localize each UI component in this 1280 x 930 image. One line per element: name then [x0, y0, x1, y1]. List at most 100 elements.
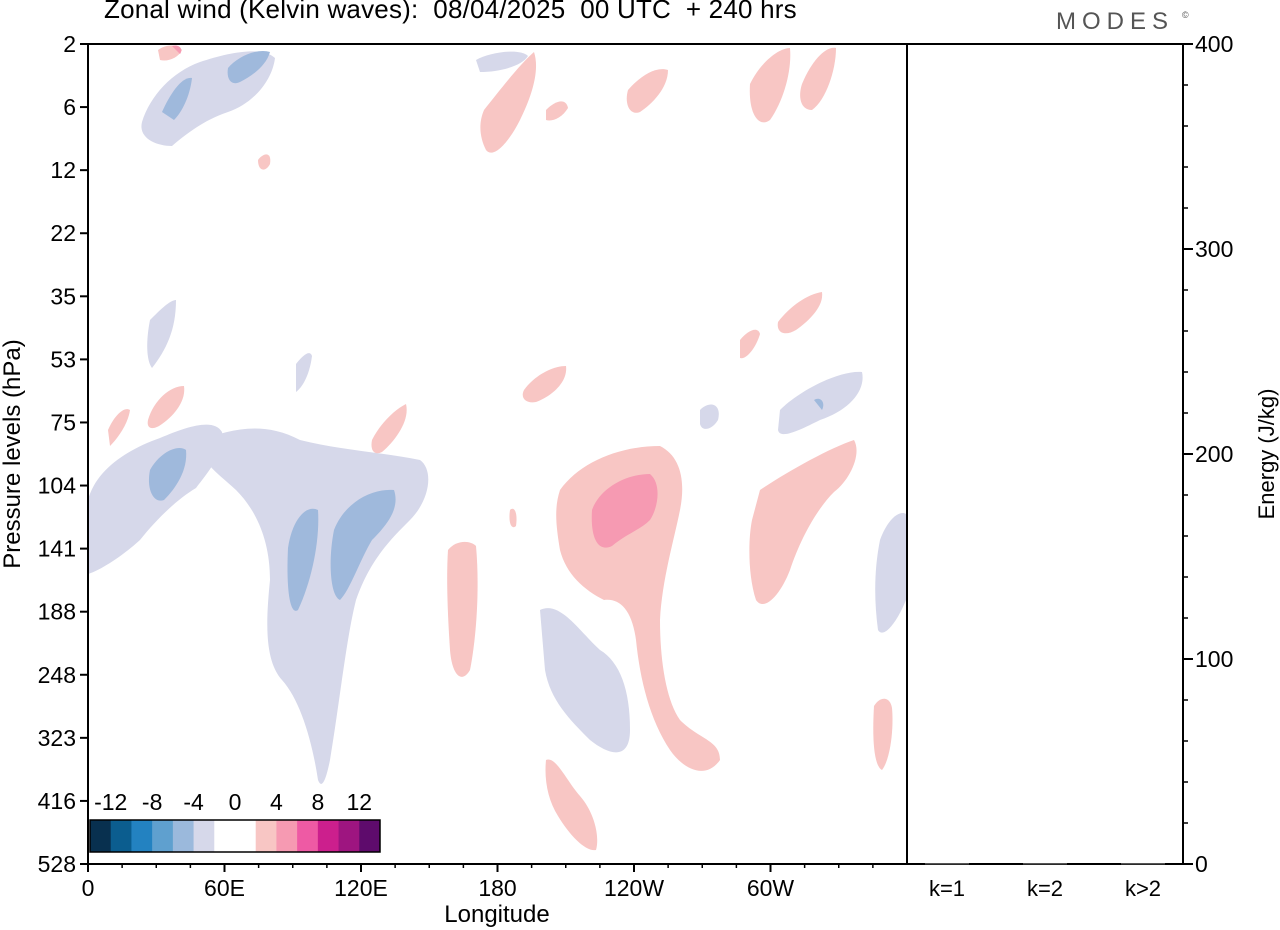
colorbar: -12 -8 -4 0 4 8 12	[89, 789, 381, 853]
colorbar-border	[89, 819, 381, 853]
x-axis: 0 60E 120E 180 120W 60W	[82, 864, 874, 901]
positive-anomaly-region	[626, 69, 668, 113]
y-tick-label: 141	[38, 536, 76, 562]
colorbar-label: 8	[311, 789, 324, 815]
colorbar-swatch	[110, 820, 132, 852]
colorbar-swatch	[131, 820, 153, 852]
x-tick-label: 120W	[604, 875, 664, 901]
negative-anomaly-region	[162, 77, 192, 120]
negative-anomaly-region	[814, 398, 824, 410]
positive-anomaly-region	[591, 474, 658, 548]
x-tick-label: 180	[478, 875, 516, 901]
colorbar-label: 0	[229, 789, 242, 815]
y-tick-label: 6	[63, 94, 76, 120]
energy-bars: k=1 k=2 k>2	[925, 863, 1165, 901]
negative-anomaly-region	[148, 448, 187, 501]
positive-anomaly-region	[172, 45, 182, 54]
positive-anomaly-region	[740, 329, 760, 359]
y-tick-label: 416	[38, 788, 76, 814]
positive-anomaly-region	[447, 541, 478, 677]
energy-axis: 0 100 200 300 400	[1183, 31, 1233, 877]
negative-anomaly-region	[540, 608, 630, 753]
energy-bar-label: k=2	[1027, 876, 1063, 901]
negative-anomaly-region	[476, 51, 528, 72]
energy-bar	[1023, 863, 1067, 865]
positive-anomaly-region	[147, 386, 185, 429]
colorbar-swatch	[297, 820, 319, 852]
x-axis-label: Longitude	[444, 901, 549, 928]
colorbar-swatch	[235, 820, 257, 852]
x-tick-label: 120E	[334, 875, 388, 901]
positive-anomaly-region	[749, 440, 857, 605]
y-tick-label: 323	[38, 725, 76, 751]
negative-anomaly-region	[88, 424, 223, 574]
energy-panel-frame	[906, 43, 1184, 865]
energy-bar-label: k=1	[929, 876, 965, 901]
negative-anomaly-region	[147, 300, 176, 368]
negative-anomaly-region	[875, 513, 906, 633]
positive-anomaly-region	[749, 48, 791, 123]
x-tick-label: 0	[82, 875, 95, 901]
y-tick-label: 75	[50, 409, 76, 435]
chart-title: Zonal wind (Kelvin waves): 08/04/2025 00…	[104, 0, 797, 24]
negative-anomaly-region	[296, 353, 312, 392]
negative-anomaly-region	[287, 508, 319, 611]
brand-logo: MODES	[1056, 8, 1175, 35]
colorbar-swatch	[276, 820, 298, 852]
y-tick-label: 188	[38, 599, 76, 625]
positive-anomaly-region	[546, 101, 568, 121]
positive-anomaly-region	[258, 154, 271, 170]
energy-tick-label: 300	[1195, 236, 1233, 262]
energy-bar	[925, 863, 969, 865]
y-tick-label: 248	[38, 662, 76, 688]
positive-anomaly-region	[509, 508, 517, 528]
y-tick-label: 35	[50, 283, 76, 309]
colorbar-swatch	[172, 820, 195, 852]
x-tick-label: 60E	[204, 875, 245, 901]
positive-anomaly-region	[873, 698, 893, 770]
x-tick-label: 60W	[747, 875, 795, 901]
energy-bar	[1121, 863, 1165, 865]
y-tick-label: 528	[38, 851, 76, 877]
colorbar-swatch	[317, 820, 340, 852]
colorbar-swatch	[255, 820, 277, 852]
negative-anomaly-region	[227, 50, 270, 84]
colorbar-label: 12	[346, 789, 372, 815]
y-axis: 2 6 12 22 35 53 75 104 141 188 248 323 416 528	[38, 31, 88, 877]
energy-tick-label: 400	[1195, 31, 1233, 57]
y-tick-label: 53	[50, 346, 76, 372]
energy-bar-label: k>2	[1125, 876, 1161, 901]
brand-copyright-mark: ©	[1182, 10, 1189, 20]
y-tick-label: 2	[63, 31, 76, 57]
colorbar-swatch	[152, 820, 174, 852]
colorbar-label: -4	[183, 789, 204, 815]
positive-anomaly-region	[371, 404, 407, 454]
colorbar-swatch	[90, 820, 112, 852]
energy-tick-label: 200	[1195, 441, 1233, 467]
positive-anomaly-region	[108, 409, 130, 446]
colorbar-swatch	[359, 820, 381, 852]
colorbar-label: -12	[94, 789, 127, 815]
colorbar-swatch	[193, 820, 215, 852]
negative-anomaly-region	[199, 428, 429, 784]
y-axis-label: Pressure levels (hPa)	[0, 339, 26, 568]
contour-layer	[88, 45, 906, 851]
colorbar-swatch	[214, 820, 236, 852]
negative-anomaly-region	[330, 489, 396, 600]
y-tick-label: 22	[50, 220, 76, 246]
positive-anomaly-region	[777, 292, 823, 334]
negative-anomaly-region	[700, 404, 719, 429]
energy-tick-label: 0	[1195, 851, 1208, 877]
colorbar-label: 4	[270, 789, 283, 815]
positive-anomaly-region	[800, 47, 836, 110]
positive-anomaly-region	[545, 759, 598, 851]
energy-axis-label: Energy (J/kg)	[1254, 389, 1279, 520]
y-tick-label: 12	[50, 157, 76, 183]
positive-anomaly-region	[522, 366, 567, 403]
positive-anomaly-region	[480, 52, 537, 153]
colorbar-swatch	[338, 820, 360, 852]
energy-tick-label: 100	[1195, 646, 1233, 672]
colorbar-label: -8	[142, 789, 162, 815]
